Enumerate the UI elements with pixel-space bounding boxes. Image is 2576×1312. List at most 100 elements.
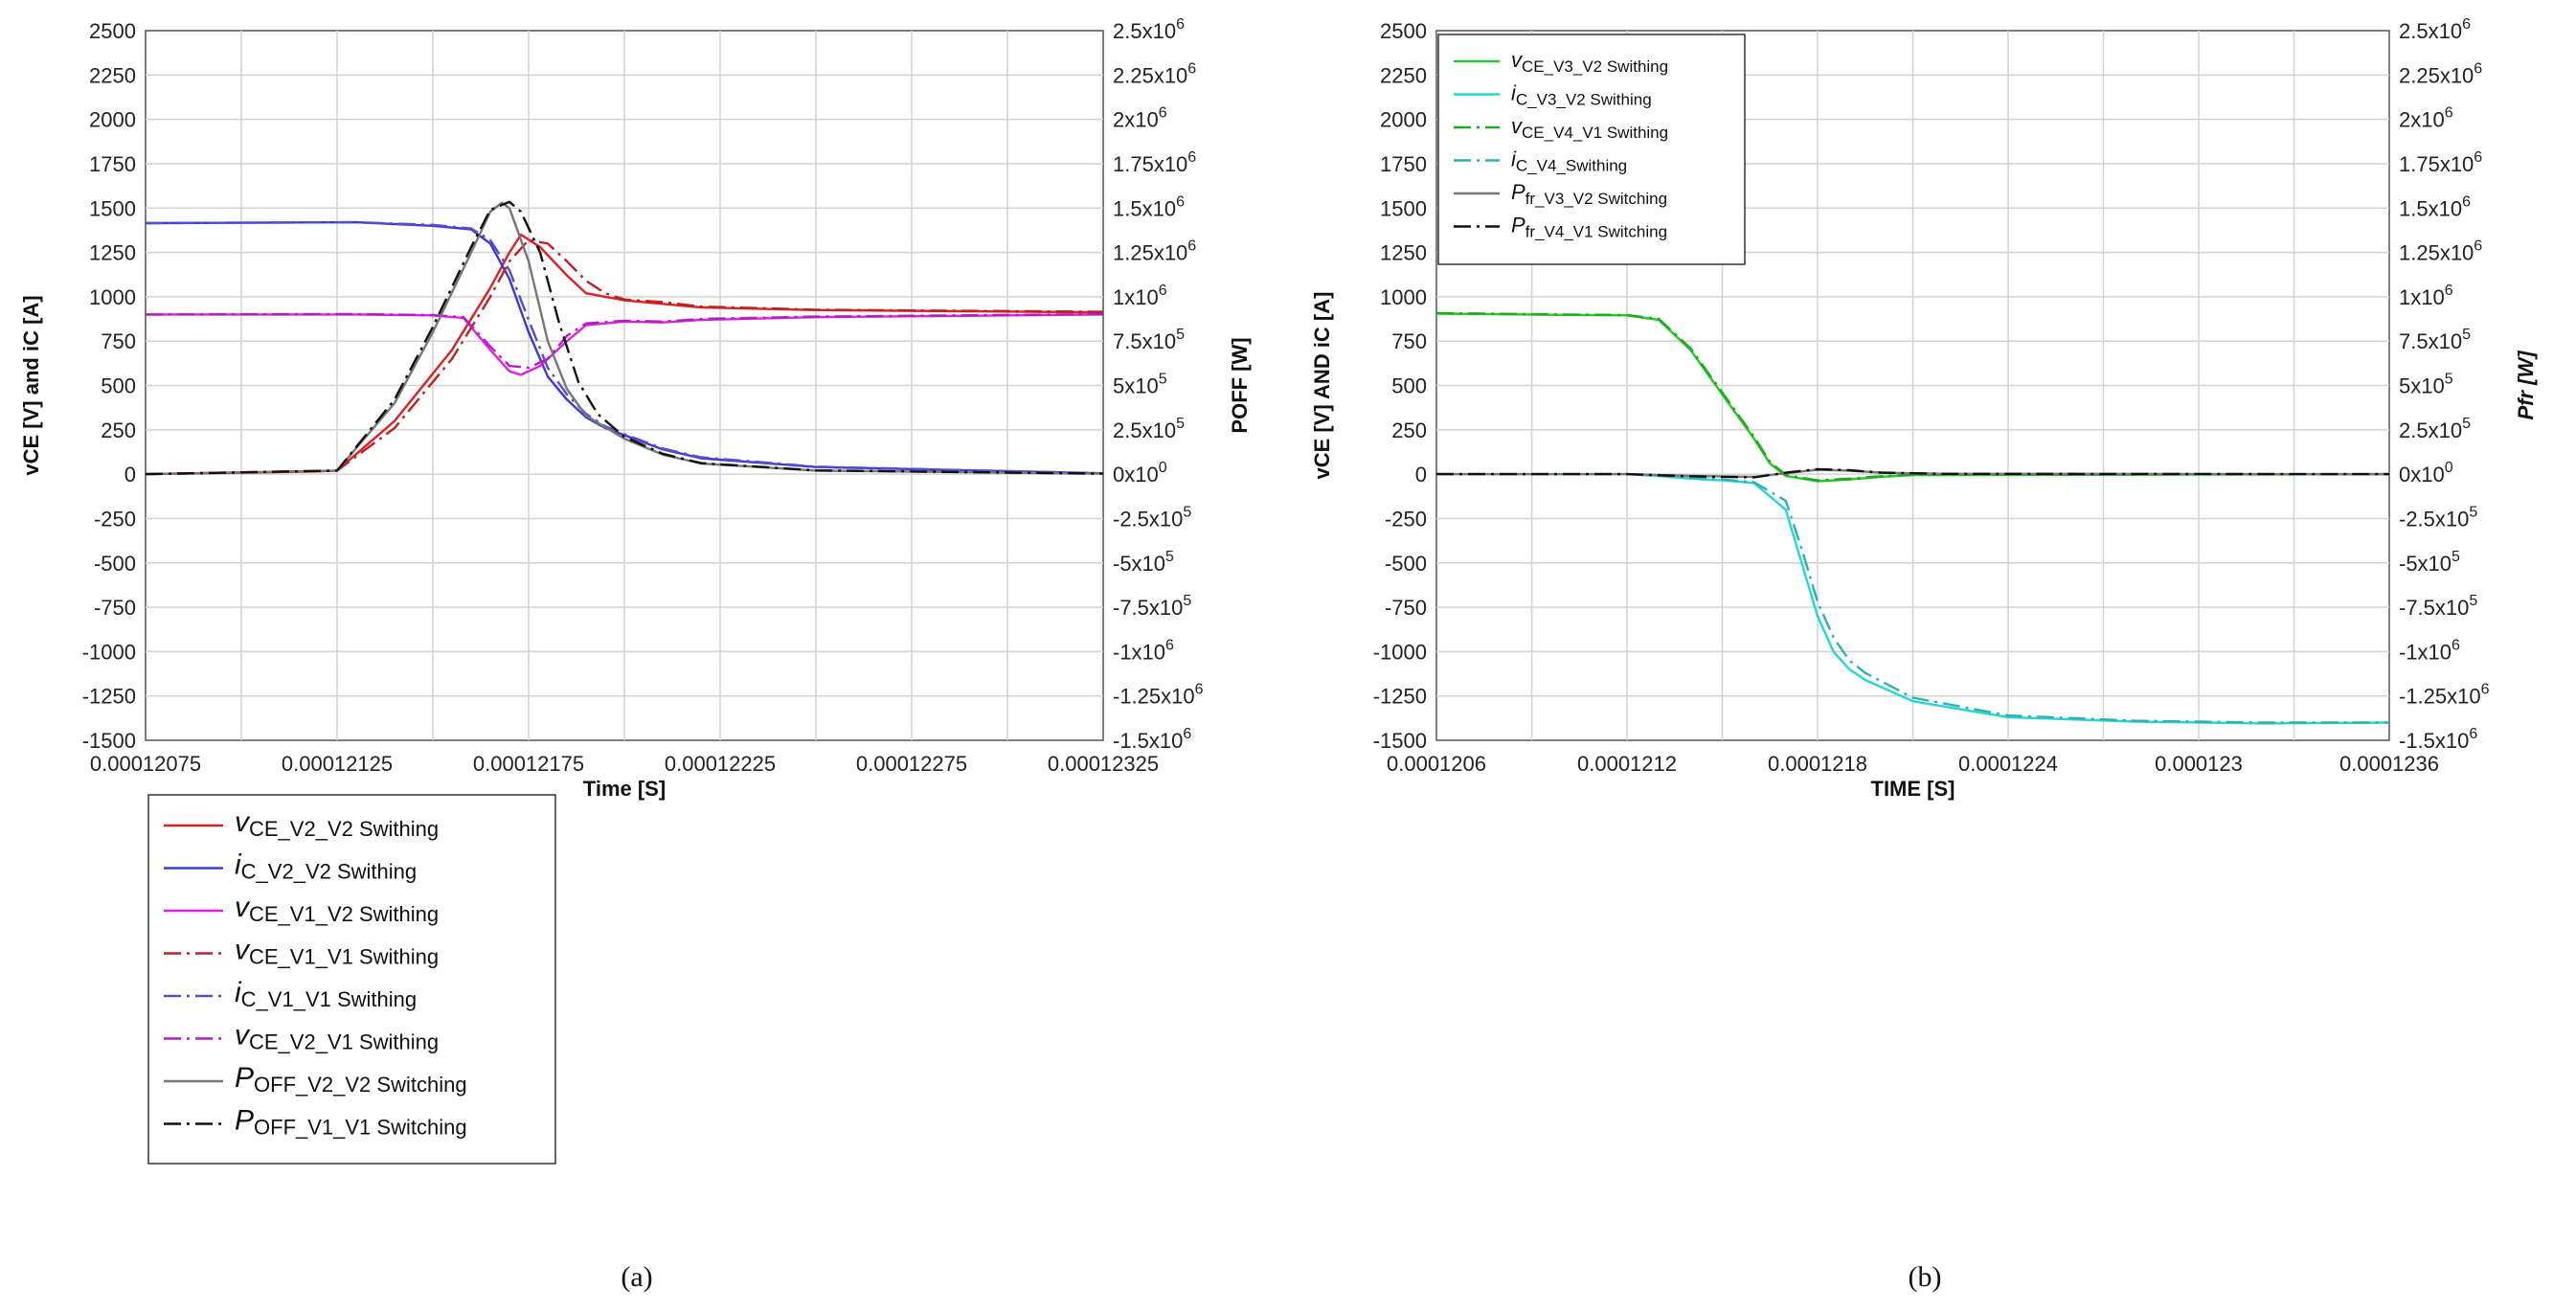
y-axis-title: vCE [V] AND iC [A]: [1310, 292, 1334, 480]
y2-tick-label: 1.75x106: [2399, 149, 2482, 176]
y2-tick-label: -1.5x106: [2399, 726, 2477, 753]
x-tick-label: 0.00012275: [856, 752, 967, 776]
legend-entry: Pfr_V3_V2 Switching: [1511, 180, 1667, 208]
x-tick-label: 0.00012175: [473, 752, 584, 776]
y2-tick-label: 5x105: [1113, 372, 1167, 398]
legend-box: [147, 794, 556, 1165]
x-axis-title: TIME [S]: [1871, 777, 1955, 801]
y2-tick-label: 1x106: [1113, 283, 1167, 309]
y2-tick-label: -5x105: [2399, 549, 2460, 576]
x-tick-label: 0.000123: [2155, 752, 2243, 776]
y-tick-label: 500: [1391, 374, 1427, 398]
y2-tick-label: 1.5x106: [1113, 193, 1185, 220]
legend-entry: POFF_V1_V1 Switching: [235, 1105, 467, 1140]
y-tick-label: 0: [124, 463, 136, 486]
figure-caption: (a): [621, 1261, 652, 1293]
y2-tick-label: 2.5x105: [1113, 416, 1185, 442]
y2-tick-label: -1x106: [1113, 637, 1174, 664]
legend-entry: vCE_V2_V1 Swithing: [235, 1020, 439, 1054]
legend-entry: vCE_V1_V2 Swithing: [235, 892, 439, 926]
series-line: [146, 200, 1103, 476]
y2-tick-label: -5x105: [1113, 549, 1174, 576]
legend-entry: vCE_V4_V1 Swithing: [1511, 114, 1668, 142]
y2-tick-label: -2.5x105: [2399, 504, 2477, 531]
legend-entry: POFF_V2_V2 Switching: [235, 1062, 467, 1097]
y-tick-label: -1500: [1373, 729, 1427, 753]
y-tick-label: 1250: [89, 241, 136, 265]
legend: vCE_V3_V2 Swithing iC_V3_V2 Swithing vCE_V…: [1437, 34, 1746, 265]
y2-tick-label: -7.5x105: [2399, 593, 2477, 620]
series-line: [146, 238, 1103, 476]
y2-tick-label: 1.25x106: [1113, 238, 1196, 265]
y-tick-label: 1500: [89, 196, 136, 220]
series-group: [1436, 311, 2389, 725]
series-line: [146, 220, 1103, 475]
y-axis-title: vCE [V] and iC [A]: [19, 295, 43, 475]
y2-tick-label: 2.5x106: [2399, 16, 2471, 43]
legend-entry: iC_V3_V2 Swithing: [1511, 81, 1652, 109]
y2-tick-label: 2.25x106: [1113, 60, 1196, 87]
series-group: [146, 200, 1103, 476]
y2-tick-label: 2x106: [2399, 105, 2453, 132]
y2-tick-label: -1x106: [2399, 637, 2460, 664]
y2-tick-label: 7.5x105: [2399, 327, 2471, 353]
y2-tick-label: -1.25x106: [2399, 682, 2490, 709]
y-tick-label: -500: [1385, 552, 1427, 576]
y-tick-label: 2250: [89, 63, 136, 87]
x-tick-label: 0.00012075: [90, 752, 201, 776]
y-tick-label: 1000: [89, 285, 136, 309]
y2-tick-label: 5x105: [2399, 372, 2453, 398]
series-line: [146, 233, 1103, 476]
y-tick-label: 2000: [1380, 108, 1427, 132]
x-tick-label: 0.0001236: [2339, 752, 2439, 776]
y-tick-label: 2500: [1380, 19, 1427, 43]
y-tick-label: -1500: [82, 729, 136, 753]
y-tick-label: 750: [101, 329, 136, 353]
x-tick-label: 0.0001218: [1768, 752, 1867, 776]
y-tick-label: 500: [101, 374, 136, 398]
series-line: [146, 312, 1103, 370]
y-tick-label: 2500: [89, 19, 136, 43]
y-tick-label: -1000: [82, 640, 136, 664]
x-tick-label: 0.00012325: [1048, 752, 1159, 776]
legend-entry: iC_V2_V2 Swithing: [235, 849, 417, 884]
y2-tick-label: 1.25x106: [2399, 238, 2482, 265]
y2-tick-label: 2x106: [1113, 105, 1167, 132]
legend-entry: vCE_V1_V1 Swithing: [235, 935, 439, 969]
x-tick-label: 0.0001212: [1577, 752, 1677, 776]
x-tick-label: 0.00012125: [282, 752, 393, 776]
series-line: [1436, 311, 2389, 482]
x-axis-title: Time [S]: [583, 777, 666, 801]
legend-entry: iC_V1_V1 Swithing: [235, 977, 417, 1011]
y-tick-label: 1500: [1380, 196, 1427, 220]
y-tick-label: -1250: [82, 685, 136, 709]
y-tick-label: 1250: [1380, 241, 1427, 265]
y2-axis-title: Pfr [W]: [2514, 351, 2538, 420]
y-tick-label: -1000: [1373, 640, 1427, 664]
series-line: [1436, 472, 2389, 724]
legend-entry: vCE_V2_V2 Swithing: [235, 806, 439, 841]
y-tick-label: 2250: [1380, 63, 1427, 87]
y2-tick-label: -2.5x105: [1113, 504, 1191, 531]
chart-a: 25002250200017501500125010007505002500-2…: [19, 16, 1252, 1293]
legend-entry: Pfr_V4_V1 Switching: [1511, 214, 1667, 241]
y2-tick-label: 2.5x105: [2399, 416, 2471, 442]
y2-tick-label: 2.5x106: [1113, 16, 1185, 43]
y-tick-label: 2000: [89, 108, 136, 132]
legend-entry: vCE_V3_V2 Swithing: [1511, 48, 1668, 76]
y-tick-label: 0: [1415, 463, 1427, 486]
y-tick-label: -250: [94, 507, 136, 531]
x-tick-label: 0.0001224: [1958, 752, 2058, 776]
x-tick-label: 0.00012225: [665, 752, 776, 776]
y-tick-label: 750: [1391, 329, 1427, 353]
y2-tick-label: 0x100: [2399, 460, 2453, 486]
y2-tick-label: 0x100: [1113, 460, 1167, 486]
y2-tick-label: -7.5x105: [1113, 593, 1191, 620]
x-tick-label: 0.0001206: [1387, 752, 1486, 776]
y2-axis-title: POFF [W]: [1228, 337, 1252, 433]
chart-b: 25002250200017501500125010007505002500-2…: [1310, 16, 2538, 1293]
y-tick-label: 1750: [89, 152, 136, 176]
y2-tick-label: -1.5x106: [1113, 726, 1191, 753]
y2-tick-label: 1.75x106: [1113, 149, 1196, 176]
